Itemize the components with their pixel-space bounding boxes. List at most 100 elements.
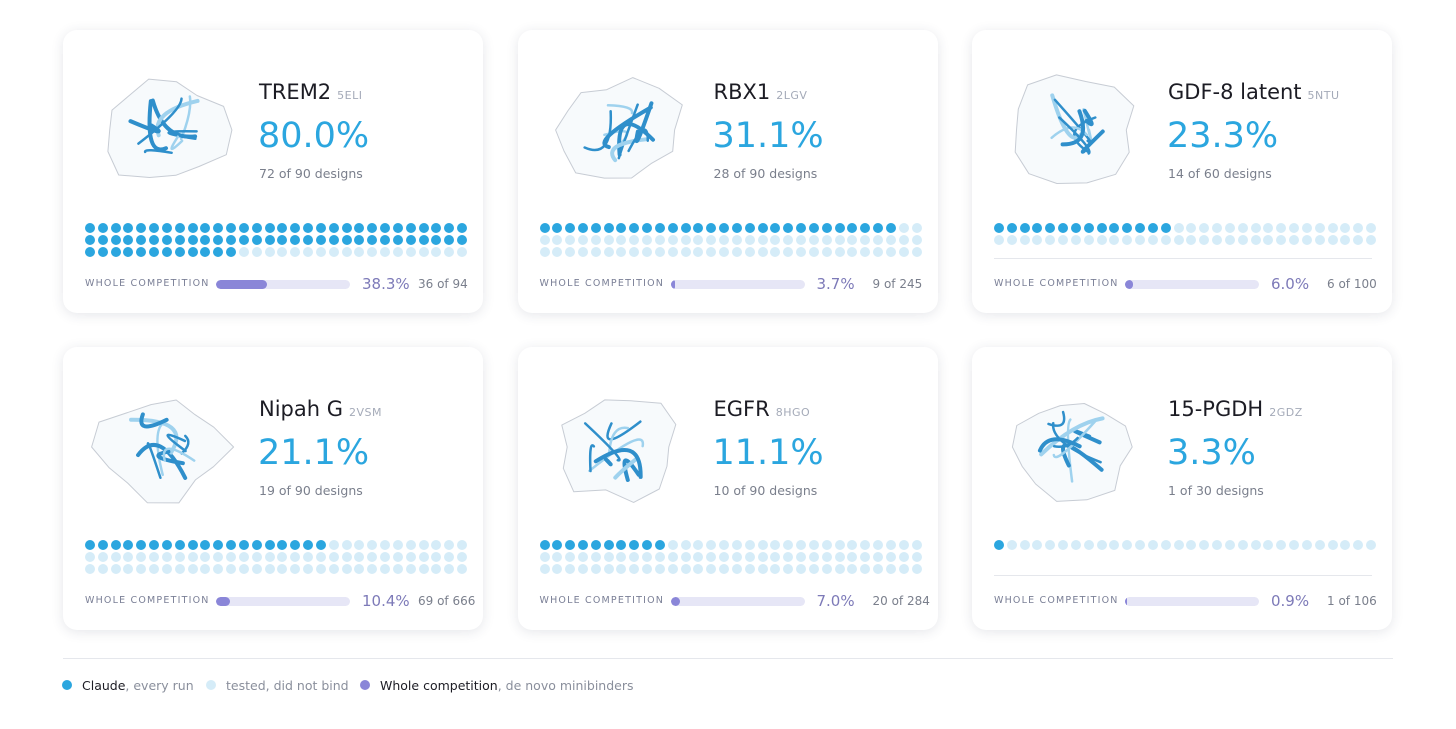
dot-miss: [642, 552, 653, 562]
dot-miss: [706, 552, 717, 562]
dot-miss: [885, 564, 896, 574]
dot-miss: [97, 552, 108, 562]
dot-miss: [1096, 235, 1107, 245]
dot-miss: [1109, 540, 1120, 550]
protein-structure: [107, 78, 233, 178]
dot-hit: [654, 223, 665, 233]
dot-hit: [251, 235, 262, 245]
dot-miss: [873, 564, 884, 574]
dot-miss: [1160, 235, 1171, 245]
dot-hit: [552, 540, 563, 550]
dot-miss: [418, 247, 429, 257]
dot-miss: [380, 540, 391, 550]
dot-miss: [1276, 235, 1287, 245]
dot-miss: [110, 564, 121, 574]
dot-miss: [277, 552, 288, 562]
dot-miss: [341, 247, 352, 257]
dot-miss: [796, 235, 807, 245]
dot-miss: [706, 564, 717, 574]
dot-hit: [444, 223, 455, 233]
divider: [994, 575, 1372, 576]
dot-miss: [731, 552, 742, 562]
dot-hit: [1109, 223, 1120, 233]
dot-miss: [1250, 540, 1261, 550]
dot-miss: [367, 247, 378, 257]
dot-hit: [577, 223, 588, 233]
dot-miss: [1212, 540, 1223, 550]
dot-miss: [1314, 223, 1325, 233]
card: 15-PGDH 2GDZ 3.3% 1 of 30 designs WHOLE COMP…: [972, 347, 1392, 630]
dot-miss: [1237, 540, 1248, 550]
competition-bar-track: [216, 280, 350, 289]
dot-miss: [873, 247, 884, 257]
dot-hit: [136, 223, 147, 233]
dot-hit: [110, 247, 121, 257]
dot-miss: [1147, 540, 1158, 550]
dot-hit: [200, 223, 211, 233]
dot-hit: [783, 223, 794, 233]
dot-miss: [590, 247, 601, 257]
dot-hit: [341, 223, 352, 233]
dot-miss: [552, 564, 563, 574]
dot-miss: [1289, 223, 1300, 233]
dot-miss: [1289, 540, 1300, 550]
target-title: GDF-8 latent 5NTU: [1168, 80, 1340, 104]
dot-miss: [616, 552, 627, 562]
dot-miss: [911, 564, 922, 574]
dot-miss: [380, 552, 391, 562]
dot-miss: [603, 247, 614, 257]
dot-hit: [603, 223, 614, 233]
dot-hit: [367, 223, 378, 233]
dot-hit: [994, 540, 1004, 550]
dot-hit: [290, 235, 301, 245]
dot-miss: [808, 564, 819, 574]
dot-miss: [1366, 223, 1377, 233]
dot-hit: [303, 235, 314, 245]
dot-hit: [1160, 223, 1171, 233]
competition-label: WHOLE COMPETITION: [85, 595, 210, 606]
dot-miss: [174, 564, 185, 574]
dot-miss: [1058, 235, 1069, 245]
dot-hit: [392, 235, 403, 245]
dot-hit: [1070, 223, 1081, 233]
dot-hit: [303, 223, 314, 233]
dot-miss: [821, 235, 832, 245]
dot-miss: [1212, 223, 1223, 233]
dot-miss: [808, 235, 819, 245]
dot-miss: [847, 564, 858, 574]
dot-miss: [731, 247, 742, 257]
dot-hit: [161, 540, 172, 550]
dot-hit: [149, 223, 160, 233]
dot-miss: [264, 564, 275, 574]
dot-hit: [187, 247, 198, 257]
dot-miss: [1301, 235, 1312, 245]
dot-hit: [667, 223, 678, 233]
dot-miss: [873, 235, 884, 245]
dot-miss: [1006, 540, 1017, 550]
dot-miss: [149, 564, 160, 574]
dot-miss: [405, 247, 416, 257]
dot-miss: [1366, 235, 1377, 245]
target-name: 15-PGDH: [1168, 397, 1264, 421]
dot-miss: [744, 540, 755, 550]
dot-hit: [731, 223, 742, 233]
dot-miss: [161, 552, 172, 562]
dot-hit: [110, 223, 121, 233]
dot-hit: [431, 235, 442, 245]
competition-bar: [1125, 597, 1127, 606]
dot-miss: [1301, 540, 1312, 550]
dot-hit: [757, 223, 768, 233]
dot-miss: [1250, 235, 1261, 245]
dot-miss: [731, 540, 742, 550]
dot-hit: [264, 223, 275, 233]
competition-rate: 6.0%: [1271, 275, 1310, 293]
dot-hit: [251, 540, 262, 550]
dot-hit: [277, 540, 288, 550]
dot-hit: [1058, 223, 1069, 233]
dot-miss: [654, 247, 665, 257]
dot-miss: [444, 540, 455, 550]
dot-hit: [1122, 223, 1133, 233]
dot-hit: [642, 223, 653, 233]
competition-count: 69 of 666: [418, 594, 476, 608]
target-title: 15-PGDH 2GDZ: [1168, 397, 1303, 421]
